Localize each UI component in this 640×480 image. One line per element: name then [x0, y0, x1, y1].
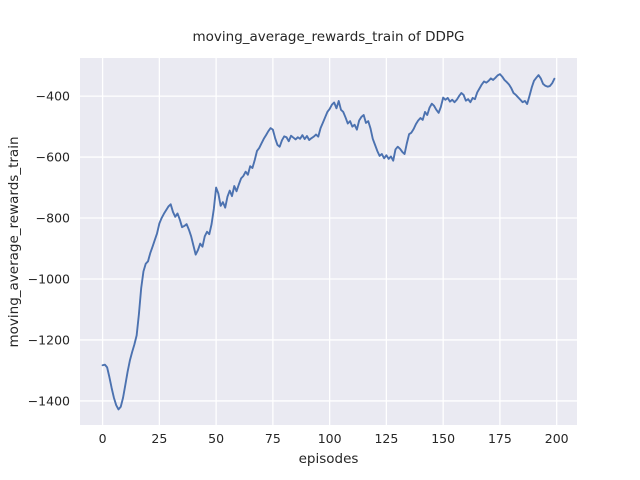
x-tick-label: 75 [264, 431, 281, 446]
y-tick-label: −1000 [27, 271, 70, 287]
y-axis-label: moving_average_rewards_train [6, 136, 22, 348]
series-line [101, 73, 556, 411]
x-tick-label: 50 [208, 431, 225, 446]
x-tick-label: 125 [374, 431, 399, 446]
x-tick-label: 0 [98, 431, 107, 446]
x-axis-label: episodes [298, 451, 359, 467]
plot-area [80, 58, 577, 425]
x-tick-label: 200 [544, 431, 569, 446]
y-tick-label: −800 [35, 210, 70, 226]
x-tick-label: 25 [151, 431, 168, 446]
y-tick-label: −400 [35, 88, 70, 104]
y-tick-label: −600 [35, 149, 70, 165]
y-tick-label: −1200 [27, 332, 70, 348]
x-tick-label: 100 [317, 431, 342, 446]
chart-title: moving_average_rewards_train of DDPG [192, 29, 465, 45]
x-tick-label: 150 [431, 431, 456, 446]
x-tick-label: 175 [487, 431, 512, 446]
plot-svg [80, 58, 577, 425]
y-tick-label: −1400 [27, 393, 70, 409]
